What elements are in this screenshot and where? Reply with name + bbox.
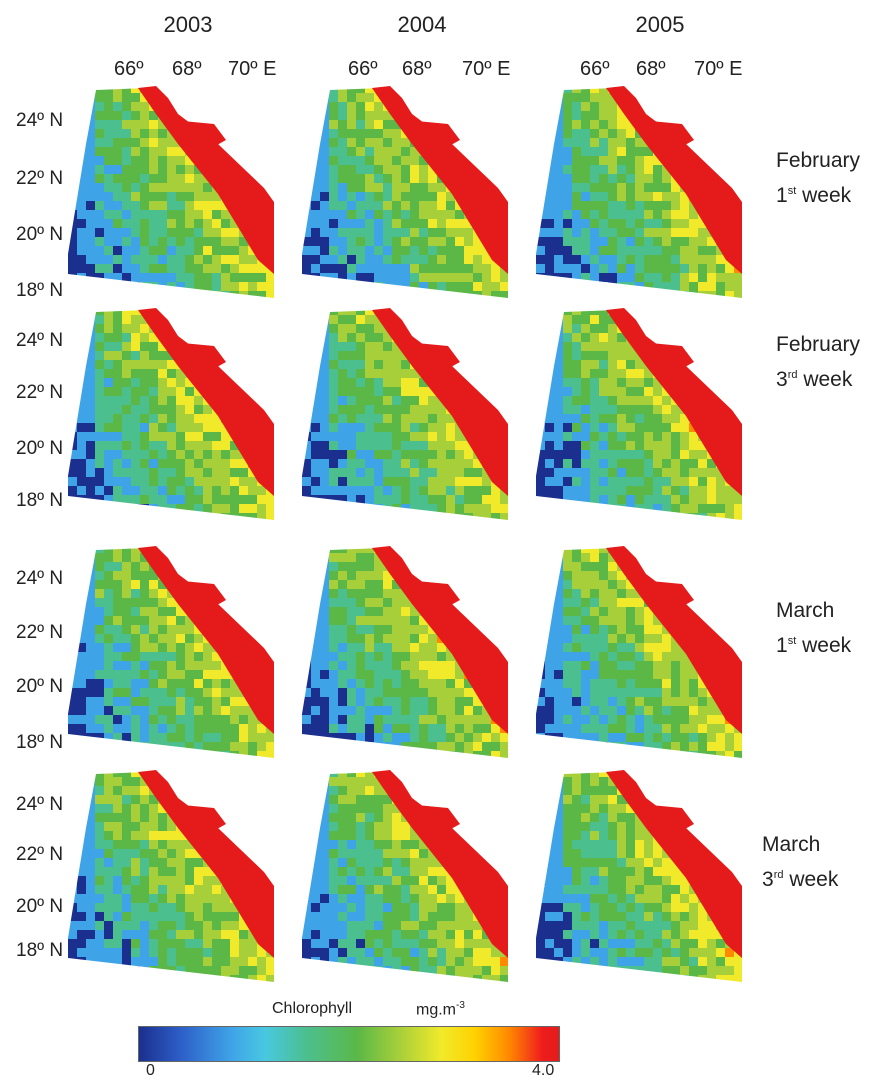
gulf-region (640, 342, 694, 372)
coastal-high-chlorophyll-band (138, 770, 274, 958)
gulf-region (640, 120, 694, 150)
lat-label-22: 22º N (16, 382, 64, 403)
chlorophyll-map-panel (68, 86, 274, 298)
lon-label-66: 66º (114, 58, 144, 80)
lon-label-68: 68º (402, 58, 432, 80)
year-header-2003: 2003 (163, 12, 213, 37)
coastal-high-chlorophyll-band (606, 86, 742, 274)
gulf-region (172, 342, 226, 372)
gulf-region (172, 580, 226, 610)
period-week: 1st week (776, 634, 852, 657)
coastal-high-chlorophyll-band (372, 86, 508, 274)
period-month: March (776, 599, 835, 622)
lat-label-24: 24º N (16, 568, 64, 589)
colorbar-max-label: 4.0 (532, 1062, 555, 1079)
lon-label-68: 68º (172, 58, 202, 80)
colorbar-variable-label: Chlorophyll (272, 1000, 353, 1017)
period-label-feb-wk3: February 3rd week (776, 330, 860, 395)
coastal-high-chlorophyll-band (606, 770, 742, 958)
lon-label-70: 70º E (228, 58, 277, 80)
lat-label-20: 20º N (16, 224, 64, 245)
chlorophyll-map-panel (302, 86, 508, 298)
coastal-high-chlorophyll-band (606, 308, 742, 496)
gulf-region (406, 342, 460, 372)
period-month: February (776, 149, 861, 172)
gulf-region (406, 804, 460, 834)
period-week: 1st week (776, 184, 852, 207)
lon-label-70: 70º E (694, 58, 743, 80)
lon-label-68: 68º (636, 58, 666, 80)
lon-label-66: 66º (580, 58, 610, 80)
chlorophyll-map-panel (68, 308, 274, 520)
chlorophyll-map-panel (302, 546, 508, 758)
gulf-region (172, 804, 226, 834)
chlorophyll-map-panel (536, 770, 742, 982)
chlorophyll-map-panel (536, 308, 742, 520)
gulf-region (406, 120, 460, 150)
chlorophyll-map-panel (302, 770, 508, 982)
lon-label-66: 66º (348, 58, 378, 80)
lat-label-18: 18º N (16, 280, 64, 301)
coastal-high-chlorophyll-band (372, 770, 508, 958)
gulf-region (640, 580, 694, 610)
lat-label-18: 18º N (16, 490, 64, 511)
coastal-high-chlorophyll-band (606, 546, 742, 734)
coastal-high-chlorophyll-band (138, 86, 274, 274)
period-week: 3rd week (762, 868, 839, 891)
colorbar-min-label: 0 (146, 1062, 155, 1079)
gulf-region (172, 120, 226, 150)
lat-label-18: 18º N (16, 732, 64, 753)
chlorophyll-map-panel (536, 86, 742, 298)
coastal-high-chlorophyll-band (372, 546, 508, 734)
coastal-high-chlorophyll-band (138, 546, 274, 734)
chlorophyll-map-panel (68, 546, 274, 758)
period-month: March (762, 833, 821, 856)
period-label-feb-wk1: February 1st week (776, 146, 860, 211)
lat-label-22: 22º N (16, 168, 64, 189)
year-header-2005: 2005 (635, 12, 685, 37)
gulf-region (640, 804, 694, 834)
year-header-2004: 2004 (397, 12, 447, 37)
chlorophyll-map-panel (68, 770, 274, 982)
period-month: February (776, 333, 861, 356)
lon-label-70: 70º E (462, 58, 511, 80)
coastal-high-chlorophyll-band (138, 308, 274, 496)
chlorophyll-colorbar (138, 1026, 560, 1062)
chlorophyll-map-panel (536, 546, 742, 758)
lat-label-24: 24º N (16, 794, 64, 815)
gulf-region (406, 580, 460, 610)
lat-label-22: 22º N (16, 844, 64, 865)
period-week: 3rd week (776, 368, 853, 391)
lat-label-24: 24º N (16, 330, 64, 351)
lat-label-20: 20º N (16, 676, 64, 697)
lat-label-20: 20º N (16, 896, 64, 917)
period-label-mar-wk3: March 3rd week (762, 830, 838, 895)
lat-label-22: 22º N (16, 622, 64, 643)
period-label-mar-wk1: March 1st week (776, 596, 851, 661)
lat-label-18: 18º N (16, 940, 64, 961)
colorbar-unit-label: mg.m-3 (416, 1000, 465, 1019)
chlorophyll-map-panel (302, 308, 508, 520)
lat-label-20: 20º N (16, 438, 64, 459)
lat-label-24: 24º N (16, 110, 64, 131)
coastal-high-chlorophyll-band (372, 308, 508, 496)
